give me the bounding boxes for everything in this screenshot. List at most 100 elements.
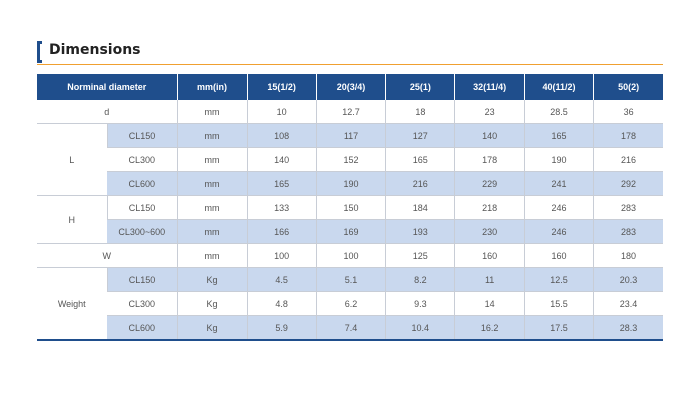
value-cell: 150 — [315, 195, 386, 220]
class-cell: CL300 — [107, 291, 177, 316]
table-row-h-cl150: H CL150 mm 133 150 184 218 246 283 — [37, 195, 663, 244]
value-cell: 5.1 — [315, 267, 386, 292]
value-cell: 23.4 — [593, 291, 663, 316]
title-bracket — [37, 41, 42, 63]
value-cell: 165 — [246, 171, 317, 196]
value-cell: 190 — [315, 171, 386, 196]
unit-cell: Kg — [176, 267, 247, 292]
value-cell: 241 — [523, 171, 594, 196]
table-row-weight-cl150: Weight CL150 Kg 4.5 5.1 8.2 11 12.5 20.3 — [37, 267, 663, 341]
value-cell: 133 — [246, 195, 317, 220]
value-cell: 190 — [523, 147, 594, 172]
value-cell: 125 — [385, 243, 455, 268]
value-cell: 184 — [385, 195, 455, 220]
table-row-l-cl150: L CL150 mm 108 117 127 140 165 178 — [37, 123, 663, 196]
class-cell: CL600 — [107, 171, 177, 196]
header-size: 40(11/2) — [523, 74, 594, 100]
unit-cell: mm — [176, 100, 247, 124]
value-cell: 28.5 — [523, 100, 594, 124]
value-cell: 9.3 — [385, 291, 455, 316]
value-cell: 117 — [315, 123, 386, 148]
value-cell: 8.2 — [385, 267, 455, 292]
class-cell: CL150 — [106, 123, 177, 148]
header-size: 15(1/2) — [246, 74, 317, 100]
value-cell: 140 — [246, 147, 317, 172]
value-cell: 12.5 — [523, 267, 594, 292]
header-size: 32(11/4) — [454, 74, 525, 100]
value-cell: 20.3 — [593, 267, 663, 292]
section-header: Dimensions — [37, 41, 663, 67]
table-row-weight-cl300: CL300 Kg 4.8 6.2 9.3 14 15.5 23.4 — [37, 291, 663, 316]
value-cell: 246 — [523, 219, 594, 244]
header-nominal-diameter: Norminal diameter — [37, 74, 177, 100]
dimensions-table: Norminal diameter mm(in) 15(1/2) 20(3/4)… — [37, 74, 663, 341]
class-cell: CL150 — [106, 267, 177, 292]
unit-cell: mm — [176, 123, 247, 148]
value-cell: 229 — [454, 171, 525, 196]
value-cell: 12.7 — [315, 100, 386, 124]
value-cell: 140 — [454, 123, 525, 148]
table-row-w: W mm 100 100 125 160 160 180 — [37, 243, 663, 268]
value-cell: 6.2 — [315, 291, 386, 316]
value-cell: 218 — [454, 195, 525, 220]
class-cell: CL600 — [107, 315, 177, 341]
value-cell: 5.9 — [246, 315, 317, 341]
header-row: Norminal diameter mm(in) 15(1/2) 20(3/4)… — [37, 74, 663, 100]
value-cell: 10.4 — [385, 315, 455, 341]
table-row-weight-cl600: CL600 Kg 5.9 7.4 10.4 16.2 17.5 28.3 — [37, 315, 663, 341]
group-label: H — [37, 195, 107, 244]
value-cell: 283 — [593, 195, 663, 220]
value-cell: 216 — [593, 147, 663, 172]
value-cell: 160 — [454, 243, 525, 268]
value-cell: 16.2 — [454, 315, 525, 341]
value-cell: 180 — [593, 243, 663, 268]
value-cell: 246 — [523, 195, 594, 220]
value-cell: 230 — [454, 219, 525, 244]
group-label: L — [37, 123, 107, 196]
value-cell: 108 — [246, 123, 317, 148]
value-cell: 17.5 — [523, 315, 594, 341]
unit-cell: mm — [176, 147, 247, 172]
unit-cell: mm — [176, 219, 247, 244]
value-cell: 160 — [523, 243, 594, 268]
unit-cell: mm — [176, 195, 247, 220]
header-unit: mm(in) — [176, 74, 247, 100]
row-label: d — [37, 100, 177, 124]
unit-cell: mm — [176, 243, 247, 268]
value-cell: 7.4 — [315, 315, 386, 341]
value-cell: 165 — [523, 123, 594, 148]
table-row-l-cl300: CL300 mm 140 152 165 178 190 216 — [37, 147, 663, 172]
value-cell: 283 — [593, 219, 663, 244]
value-cell: 15.5 — [523, 291, 594, 316]
value-cell: 23 — [454, 100, 525, 124]
unit-cell: Kg — [176, 315, 247, 341]
value-cell: 10 — [246, 100, 317, 124]
value-cell: 152 — [315, 147, 386, 172]
page-title: Dimensions — [49, 42, 141, 58]
value-cell: 169 — [315, 219, 386, 244]
table-row-h-cl300-600: CL300~600 mm 166 169 193 230 246 283 — [37, 219, 663, 244]
value-cell: 216 — [385, 171, 455, 196]
class-cell: CL150 — [106, 195, 177, 220]
table-row-d: d mm 10 12.7 18 23 28.5 36 — [37, 100, 663, 124]
value-cell: 14 — [454, 291, 525, 316]
value-cell: 178 — [454, 147, 525, 172]
header-size: 20(3/4) — [315, 74, 386, 100]
header-size: 50(2) — [593, 74, 663, 100]
class-cell: CL300~600 — [107, 219, 177, 244]
group-label: Weight — [37, 267, 107, 341]
class-cell: CL300 — [107, 147, 177, 172]
unit-cell: mm — [176, 171, 247, 196]
value-cell: 100 — [315, 243, 386, 268]
title-underline — [37, 64, 663, 65]
value-cell: 11 — [454, 267, 525, 292]
value-cell: 100 — [246, 243, 317, 268]
value-cell: 28.3 — [593, 315, 663, 341]
value-cell: 4.5 — [246, 267, 317, 292]
value-cell: 193 — [385, 219, 455, 244]
value-cell: 127 — [385, 123, 455, 148]
row-label: W — [37, 243, 177, 268]
value-cell: 292 — [593, 171, 663, 196]
table-row-l-cl600: CL600 mm 165 190 216 229 241 292 — [37, 171, 663, 196]
value-cell: 36 — [593, 100, 663, 124]
